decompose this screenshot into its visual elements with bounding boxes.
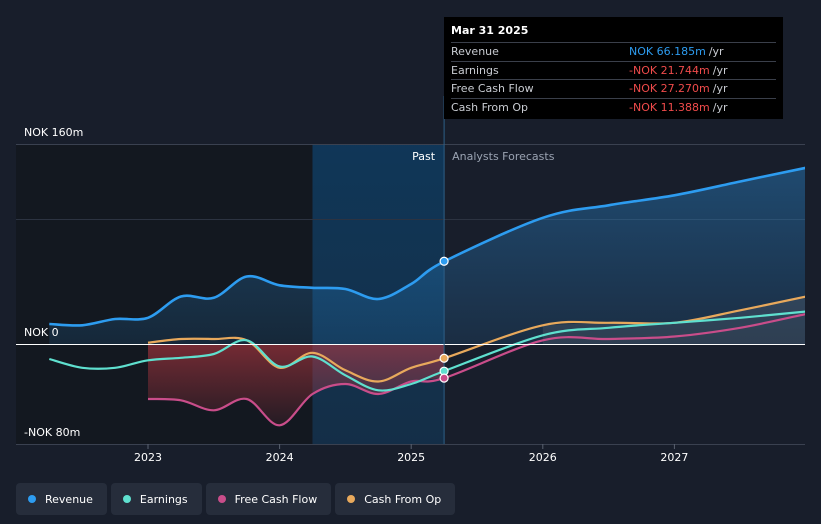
legend-item-earnings[interactable]: Earnings — [110, 483, 202, 515]
tooltip-row-value: -NOK 27.270m — [629, 82, 710, 95]
marker-free-cash-flow — [439, 373, 449, 383]
legend-dot-icon — [28, 495, 36, 503]
x-tick-label: 2025 — [397, 451, 425, 464]
forecast-label: Analysts Forecasts — [452, 150, 555, 163]
past-label: Past — [412, 150, 436, 163]
tooltip-row-label: Earnings — [451, 63, 499, 77]
highlight-markers — [439, 256, 449, 383]
revenue-area — [49, 168, 805, 344]
tooltip-row-value: -NOK 21.744m — [629, 63, 710, 77]
chart-area: NOK 160m NOK 0 -NOK 80m Past Analysts Fo… — [16, 96, 805, 464]
tooltip-row-label: Free Cash Flow — [451, 82, 534, 95]
x-tick-label: 2026 — [529, 451, 557, 464]
legend-label: Cash From Op — [364, 492, 442, 506]
legend-label: Revenue — [45, 492, 93, 506]
forecast-positive-area — [542, 296, 805, 344]
tooltip-row-value: NOK 66.185m — [629, 45, 706, 58]
x-tick-label: 2027 — [660, 451, 688, 464]
tooltip-row-unit: /yr — [712, 82, 728, 95]
series-line-free-cash-flow — [147, 313, 805, 427]
tooltip-row-label: Revenue — [451, 45, 499, 58]
tooltip-row: Cash From Op -NOK 11.388m/yr — [451, 97, 776, 117]
tooltip-row: Free Cash Flow -NOK 27.270m/yr — [451, 79, 776, 98]
tooltip-row-value: -NOK 11.388m — [629, 100, 710, 114]
negative-area — [148, 344, 445, 426]
legend-dot-icon — [122, 495, 131, 503]
legend-item-revenue[interactable]: Revenue — [16, 483, 107, 515]
y-label-top: NOK 160m — [24, 126, 83, 139]
tooltip-row-unit: /yr — [712, 100, 728, 114]
tooltip-date: Mar 31 2025 — [451, 24, 529, 37]
legend-label: Earnings — [139, 492, 188, 506]
x-axis: 2023 2024 2025 2026 2027 — [134, 444, 688, 464]
x-tick-label: 2024 — [266, 451, 294, 464]
y-label-bottom: -NOK 80m — [24, 426, 80, 439]
series-lines — [49, 166, 805, 427]
legend-item-free-cash-flow[interactable]: Free Cash Flow — [205, 483, 332, 515]
legend-label: Free Cash Flow — [234, 492, 318, 506]
tooltip-row-label: Cash From Op — [451, 100, 529, 114]
tooltip-row-unit: /yr — [708, 45, 724, 58]
legend-dot-icon — [217, 495, 226, 503]
tooltip-rows: Revenue NOK 66.185m/yr Earnings -NOK 21.744… — [451, 42, 776, 116]
legend: Revenue Earnings Free Cash Flow Cash From O… — [16, 483, 456, 515]
x-tick-label: 2023 — [134, 451, 162, 464]
series-line-earnings — [49, 310, 805, 392]
tooltip-row: Earnings -NOK 21.744m/yr — [451, 60, 776, 80]
marker-revenue — [439, 256, 449, 266]
legend-item-cash-from-op[interactable]: Cash From Op — [335, 483, 456, 515]
legend-dot-icon — [347, 495, 356, 503]
y-label-zero: NOK 0 — [24, 326, 59, 339]
tooltip: Mar 31 2025 Revenue NOK 66.185m/yr Earning… — [444, 17, 783, 119]
marker-cash-from-op — [439, 353, 449, 363]
series-line-revenue — [49, 166, 805, 327]
tooltip-row-unit: /yr — [712, 63, 728, 77]
tooltip-row: Revenue NOK 66.185m/yr — [451, 42, 776, 61]
